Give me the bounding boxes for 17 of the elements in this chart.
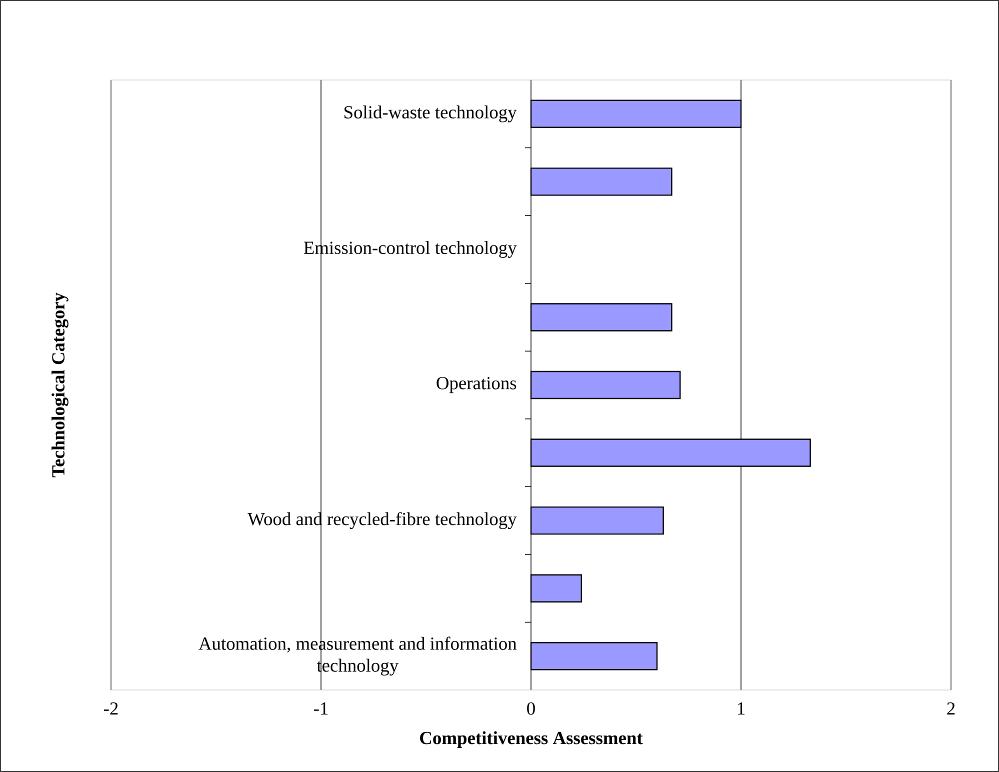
x-tick-label: 1 (738, 702, 745, 715)
bar (530, 642, 658, 670)
bar (530, 370, 681, 400)
bar (530, 438, 811, 467)
bar (530, 168, 672, 196)
x-tick-label: 2 (947, 702, 955, 715)
bar (530, 506, 664, 535)
bar (530, 303, 672, 332)
bar (530, 100, 742, 128)
x-tick-label: -1 (314, 702, 328, 715)
y-tick-label: Solid-waste technology (344, 106, 517, 122)
x-axis-title: Competitiveness Assessment (420, 731, 643, 748)
x-tick-label: 0 (527, 702, 535, 715)
x-tick-label: -2 (104, 702, 118, 715)
bar (530, 574, 582, 602)
y-axis-title: Technological Category (52, 292, 68, 478)
y-tick-label: Operations (436, 376, 516, 394)
